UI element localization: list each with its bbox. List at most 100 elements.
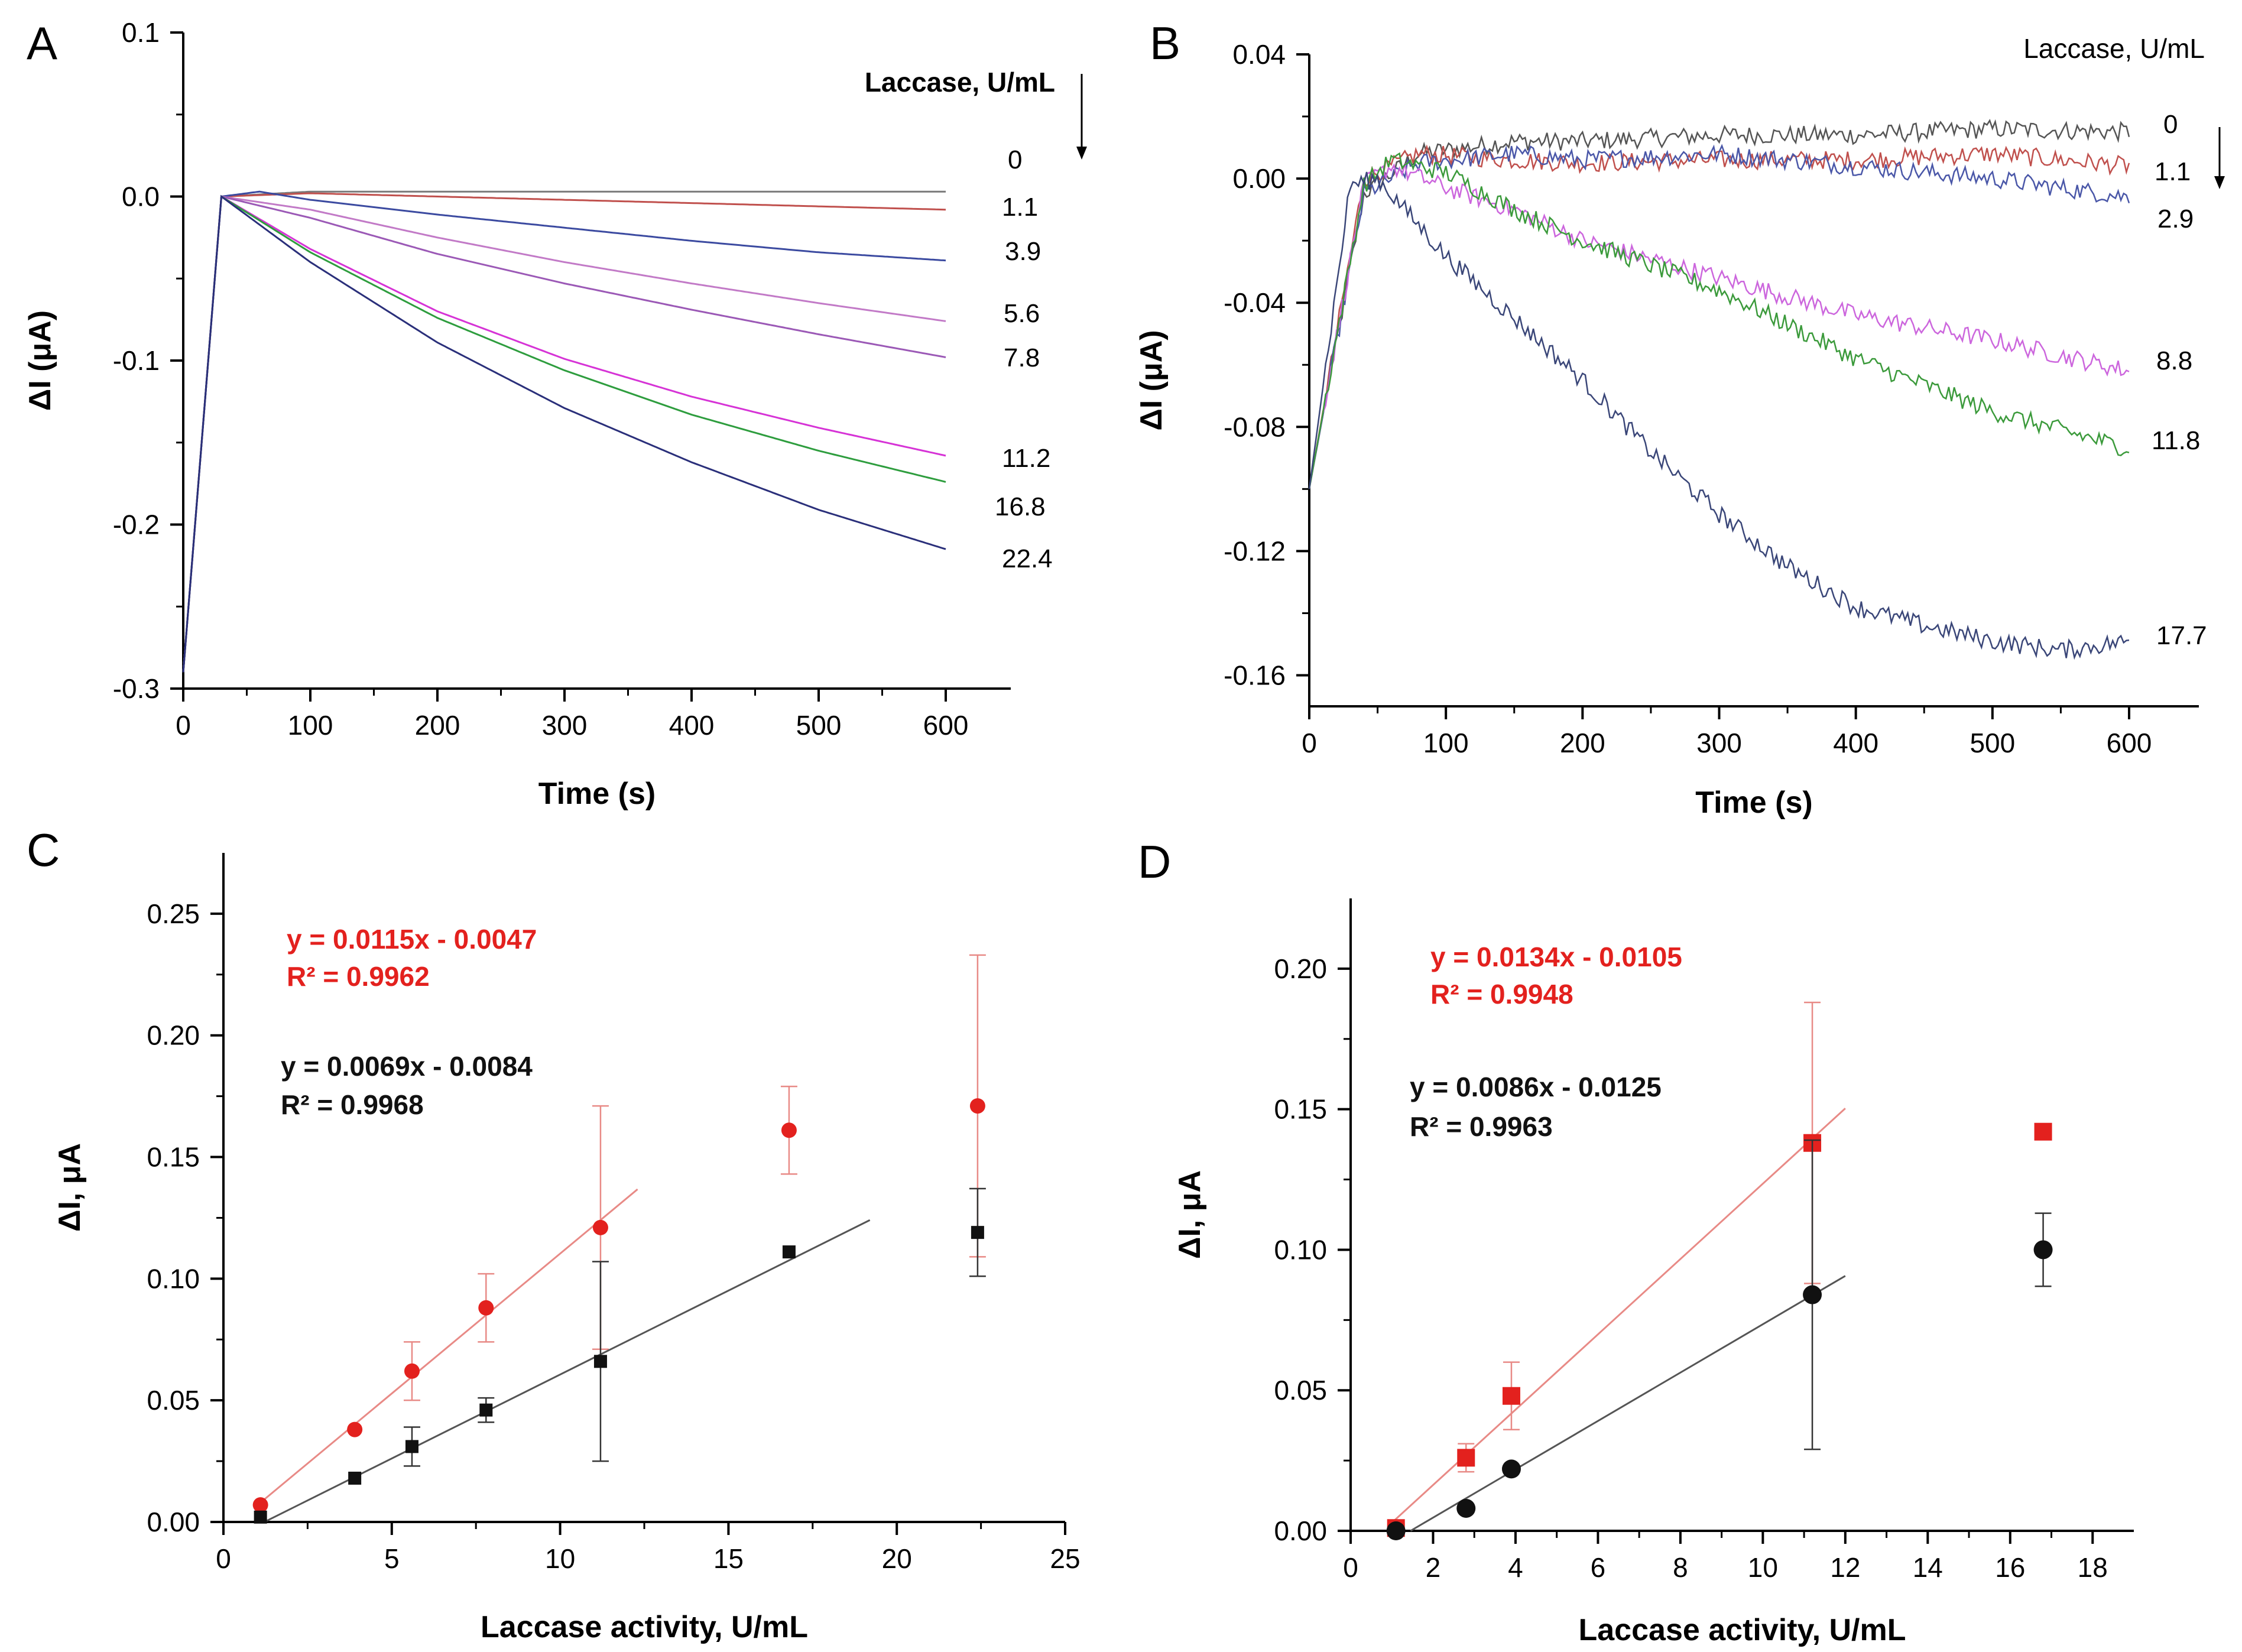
data-point-red [781, 1122, 797, 1138]
x-tick-label: 100 [1423, 728, 1469, 758]
series-line-17.7 [1308, 171, 2130, 660]
data-point-red [1457, 1449, 1475, 1467]
r-squared-black: R² = 0.9968 [281, 1089, 424, 1120]
x-tick-label: 20 [882, 1543, 912, 1574]
series-line-0 [182, 190, 946, 673]
y-axis-label: ΔI (μA) [23, 310, 57, 411]
y-tick-label: 0.00 [1274, 1515, 1327, 1546]
series-line-1.1 [182, 192, 946, 673]
data-point-black [1456, 1498, 1476, 1518]
y-tick-label: -0.1 [113, 345, 160, 376]
x-tick-label: 6 [1591, 1552, 1606, 1583]
x-tick-label: 300 [1696, 728, 1742, 758]
x-tick-label: 400 [1833, 728, 1878, 758]
series-label-17.7: 17.7 [2156, 621, 2207, 650]
y-tick-label: 0.00 [147, 1507, 200, 1537]
panel-label-D: D [1138, 836, 1171, 888]
panel-C: C 0 5 10 15 20 25 0.00 0.05 0.10 0.15 0.20 0.25 Lacca… [27, 824, 1081, 1644]
data-point-black [2033, 1240, 2053, 1260]
data-point-red [2034, 1122, 2052, 1141]
data-point-black [348, 1471, 362, 1485]
y-axis-label: ΔI (μA) [1134, 330, 1169, 430]
x-axis-label: Laccase activity, U/mL [1579, 1613, 1906, 1647]
fit-line-red [259, 1188, 638, 1504]
series-label-11.2: 11.2 [1002, 444, 1050, 473]
y-tick-label: 0.15 [1274, 1094, 1327, 1125]
series-label-16.8: 16.8 [995, 492, 1046, 521]
y-tick-label: 0.10 [1274, 1234, 1327, 1265]
x-tick-label: 200 [415, 710, 460, 741]
panel-D: D 0 2 4 6 8 10 12 14 16 18 0.00 0.05 0.10 0.15 0.20 Lacc… [1138, 836, 2134, 1647]
series-label-11.8: 11.8 [2152, 426, 2200, 455]
x-tick-label: 10 [545, 1543, 575, 1574]
x-tick-label: 200 [1560, 728, 1605, 758]
legend-arrow-head [2214, 176, 2225, 189]
data-point-black [1803, 1285, 1822, 1304]
panel-B: B 0 100 200 300 400 500 600 0.04 0.00 -0.04 -0.08 -0… [1134, 17, 2225, 820]
data-point-black [593, 1355, 607, 1368]
y-axis-label: ΔI, μA [1173, 1170, 1207, 1259]
data-point-black [479, 1403, 493, 1417]
series-line-1.1 [1308, 144, 2130, 489]
legend-title: Laccase, U/mL [2023, 33, 2205, 64]
equation-red: y = 0.0115x - 0.0047 [287, 924, 537, 955]
legend-title: Laccase, U/mL [865, 67, 1055, 98]
series-line-3.9 [182, 190, 946, 673]
x-tick-label: 4 [1508, 1552, 1523, 1583]
x-tick-label: 0 [176, 710, 191, 741]
y-tick-label: -0.3 [113, 673, 160, 704]
y-tick-label: 0.05 [147, 1385, 200, 1416]
x-axis-label: Time (s) [538, 777, 656, 811]
series-line-2.9 [1308, 144, 2130, 489]
fit-line-black [264, 1219, 871, 1523]
x-tick-label: 0 [1343, 1552, 1358, 1583]
x-axis-label: Laccase activity, U/mL [481, 1610, 808, 1644]
series-label-22.4: 22.4 [1002, 544, 1053, 573]
data-point-black [1501, 1459, 1521, 1479]
x-tick-label: 16 [1995, 1552, 2025, 1583]
x-tick-label: 500 [796, 710, 842, 741]
data-point-red [1502, 1387, 1520, 1405]
data-point-red [969, 1098, 985, 1114]
x-axis-label: Time (s) [1695, 786, 1812, 820]
y-tick-label: -0.04 [1224, 287, 1286, 318]
series-label-0: 0 [1008, 145, 1022, 174]
series-label-1.1: 1.1 [2155, 157, 2191, 186]
data-point-red [592, 1219, 608, 1235]
y-tick-label: 0.10 [147, 1263, 200, 1294]
data-point-black [1386, 1521, 1406, 1540]
data-point-red [252, 1497, 268, 1513]
series-line-5.6 [182, 195, 946, 673]
x-tick-label: 0 [216, 1543, 231, 1574]
x-tick-label: 100 [288, 710, 333, 741]
x-tick-label: 18 [2078, 1552, 2108, 1583]
series-label-2.9: 2.9 [2157, 205, 2194, 233]
equation-black: y = 0.0086x - 0.0125 [1410, 1072, 1662, 1102]
x-tick-label: 2 [1426, 1552, 1441, 1583]
series-label-3.9: 3.9 [1005, 237, 1041, 266]
data-point-black [254, 1510, 267, 1524]
y-tick-label: 0.05 [1274, 1375, 1327, 1406]
panel-label-B: B [1150, 17, 1180, 69]
r-squared-black: R² = 0.9963 [1410, 1111, 1553, 1142]
y-tick-label: 0.04 [1232, 39, 1286, 70]
x-tick-label: 10 [1748, 1552, 1778, 1583]
data-point-black [405, 1440, 418, 1453]
x-tick-label: 600 [923, 710, 969, 741]
y-tick-label: -0.16 [1224, 660, 1286, 690]
y-tick-label: 0.20 [147, 1020, 200, 1051]
series-label-1.1: 1.1 [1002, 193, 1038, 222]
panel-label-A: A [27, 17, 57, 69]
series-label-7.8: 7.8 [1004, 343, 1040, 372]
x-tick-label: 300 [542, 710, 588, 741]
x-tick-label: 8 [1673, 1552, 1688, 1583]
x-tick-label: 25 [1050, 1543, 1080, 1574]
y-tick-label: 0.1 [122, 17, 160, 48]
equation-black: y = 0.0069x - 0.0084 [281, 1051, 533, 1082]
y-tick-label: 0.00 [1232, 163, 1286, 194]
data-point-red [347, 1421, 363, 1437]
series-line-11.2 [182, 195, 946, 673]
x-tick-label: 14 [1913, 1552, 1943, 1583]
r-squared-red: R² = 0.9948 [1430, 979, 1573, 1010]
